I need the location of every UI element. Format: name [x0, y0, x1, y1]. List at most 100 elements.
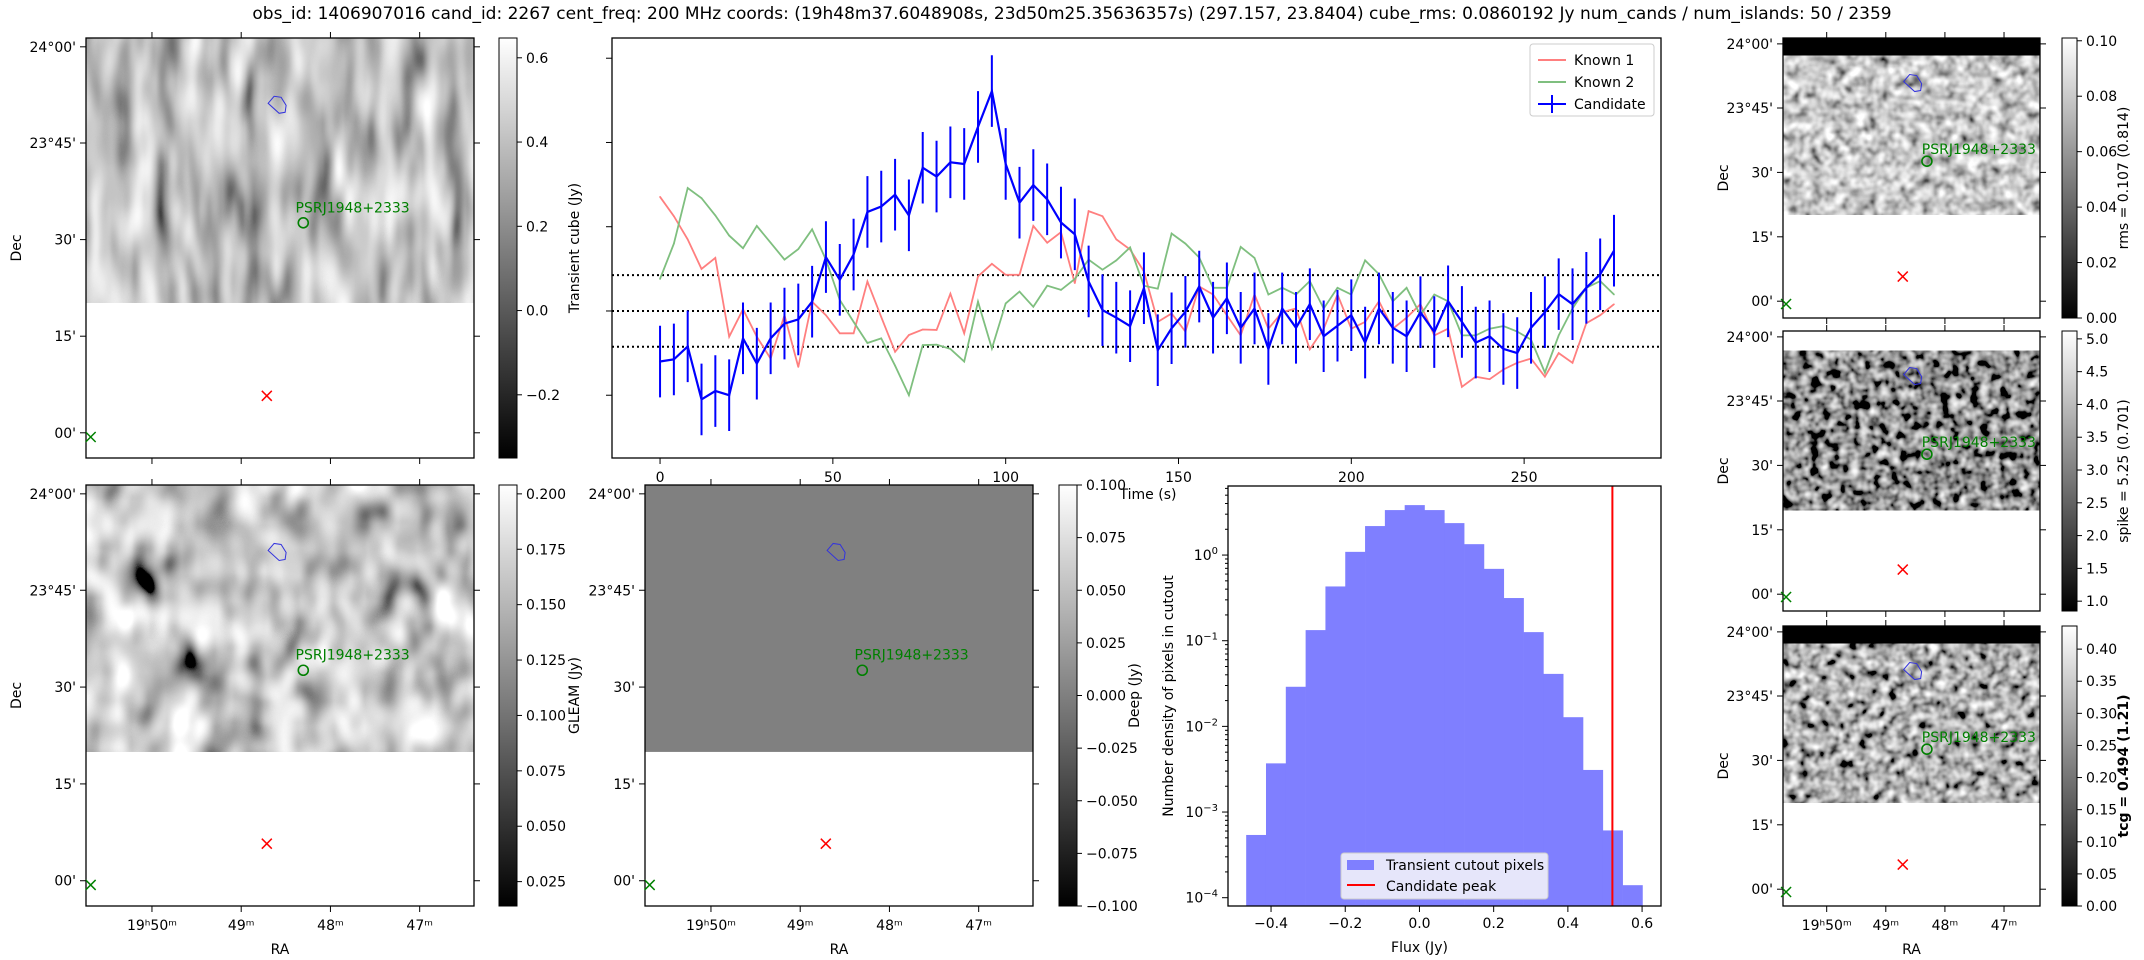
dec-tick-label: 30'	[1751, 165, 1773, 181]
data-point	[811, 300, 813, 303]
colorbar-tick-label: 0.150	[526, 598, 566, 614]
data-point	[852, 321, 855, 323]
colorbar-tick-label: 4.5	[2086, 365, 2108, 381]
data-point	[1184, 311, 1187, 313]
histogram-bar	[1305, 630, 1326, 906]
dec-axis-label: Dec	[1716, 457, 1732, 484]
ra-tick-label: 19ʰ50ᵐ	[127, 918, 177, 934]
data-point	[1419, 311, 1422, 314]
dec-tick-label: 24°00'	[1727, 625, 1773, 641]
histogram-bar	[1583, 769, 1604, 906]
data-point	[1474, 341, 1477, 344]
data-point	[1004, 302, 1007, 305]
data-point	[1143, 287, 1145, 290]
data-point	[1018, 273, 1021, 276]
data-point	[1156, 349, 1159, 351]
known-source-label: PSRJ1948+2333	[1922, 435, 2036, 451]
x-tick-label: 100	[992, 470, 1019, 486]
data-point	[1239, 327, 1242, 329]
data-point	[742, 337, 744, 340]
data-point	[825, 256, 827, 258]
ra-tick-label: 19ʰ50ᵐ	[686, 918, 736, 934]
dec-tick-label: 23°45'	[1727, 394, 1773, 410]
data-point	[797, 248, 800, 250]
data-point	[1046, 241, 1048, 244]
data-point	[1364, 259, 1366, 262]
dec-tick-label: 00'	[1751, 882, 1773, 898]
dec-tick-label: 15'	[1751, 523, 1773, 539]
ra-tick-label: 48ᵐ	[317, 918, 344, 934]
dec-tick-label: 15'	[54, 777, 76, 793]
data-point	[783, 322, 786, 325]
data-point	[1571, 361, 1574, 364]
legend: Transient cutout pixels Candidate peak	[1340, 852, 1549, 900]
data-point	[1074, 233, 1076, 236]
data-point	[728, 394, 730, 397]
ra-axis-label: RA	[271, 942, 290, 958]
colorbar-tick-label: 0.100	[526, 708, 566, 724]
colorbar-tick-label: 2.0	[2086, 529, 2108, 545]
data-point	[1198, 285, 1201, 288]
colorbar-tick-label: 0.025	[1086, 636, 1126, 652]
data-point	[1087, 280, 1090, 283]
data-point	[1599, 273, 1601, 276]
data-point	[1087, 210, 1090, 212]
colorbar-tick-label: 0.04	[2086, 200, 2117, 216]
data-point	[991, 90, 993, 92]
colorbar-rms	[2061, 37, 2078, 319]
sky-panel-gleam: PSRJ1948+2333 24°00' 23°45' 30' 15' 00' 19ʰ50ᵐ…	[9, 479, 583, 958]
data-point	[921, 328, 924, 331]
data-point	[1433, 331, 1436, 333]
x-tick-label: −0.4	[1254, 916, 1288, 932]
sky-image	[1783, 350, 2040, 511]
colorbar-tick-label: 0.00	[2086, 311, 2117, 327]
y-tick-exponent: 0	[1212, 546, 1218, 557]
data-point	[1074, 278, 1076, 280]
colorbar-tick-label: 0.00	[2086, 899, 2117, 915]
dec-axis-label: Dec	[9, 234, 25, 261]
ra-tick-label: 49ᵐ	[1873, 918, 1900, 934]
colorbar-tick-label: 0.0	[526, 304, 548, 320]
colorbar-tick-label: 0.125	[526, 653, 566, 669]
colorbar-tick-label: 4.0	[2086, 397, 2108, 413]
y-tick-label: 10−2	[1185, 717, 1218, 735]
sky-image	[645, 485, 1033, 752]
sky-image	[86, 38, 474, 303]
legend: Known 1 Known 2 Candidate	[1529, 43, 1655, 117]
data-point	[1447, 300, 1449, 303]
data-point	[797, 318, 800, 321]
y-axis-label: Number density of pixels in cutout	[1161, 575, 1177, 817]
pointing-center-icon	[1780, 298, 1792, 310]
data-point	[1516, 352, 1519, 354]
histogram-bar	[1285, 686, 1306, 906]
colorbar-tick-label: 2.5	[2086, 496, 2108, 512]
colorbar-deep	[1058, 484, 1078, 907]
series-line-candidate	[659, 87, 1615, 402]
dec-tick-label: 00'	[1751, 587, 1773, 603]
data-point	[991, 347, 993, 350]
x-tick-label: 200	[1338, 470, 1365, 486]
dec-tick-label: 30'	[1751, 753, 1773, 769]
data-point	[700, 197, 703, 199]
pointing-center-icon	[85, 431, 97, 443]
colorbar-tick-label: 0.075	[526, 764, 566, 780]
known-source-marker	[1921, 155, 1933, 167]
sky-image	[1783, 55, 2040, 215]
x-tick-label: 0.2	[1483, 916, 1505, 932]
dec-tick-label: 30'	[613, 680, 635, 696]
histogram-bar	[1325, 586, 1346, 906]
data-point	[921, 344, 924, 346]
ra-tick-label: 47ᵐ	[1991, 918, 2018, 934]
data-point	[769, 337, 772, 340]
data-point	[908, 334, 910, 336]
data-point	[700, 268, 703, 270]
data-point	[1391, 327, 1394, 329]
x-tick-label: 0.6	[1631, 916, 1653, 932]
data-point	[1267, 348, 1270, 350]
candidate-contour	[267, 542, 287, 561]
data-point	[1046, 284, 1048, 287]
data-point	[1115, 259, 1118, 262]
data-point	[1544, 311, 1546, 314]
y-tick-label: 10−1	[1185, 632, 1218, 650]
axes-frame	[611, 37, 1662, 459]
